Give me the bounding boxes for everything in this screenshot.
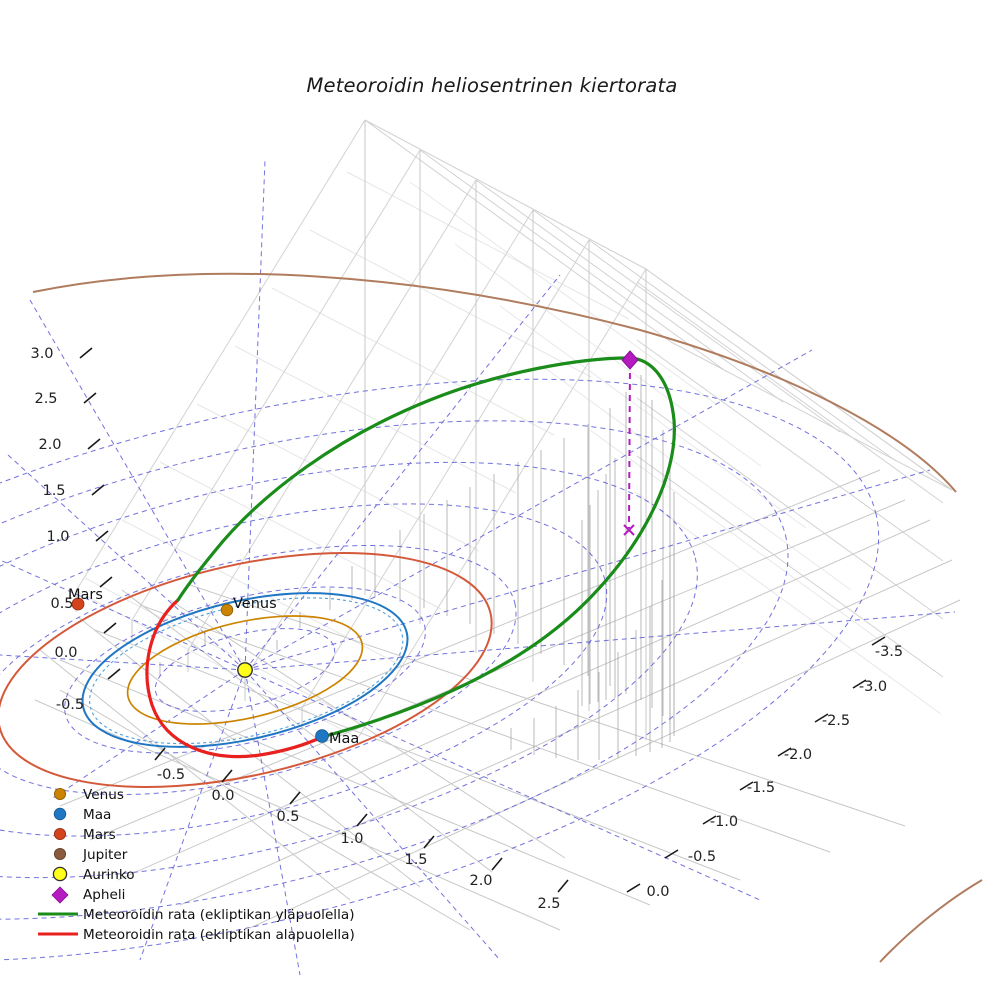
rtick-2: -2.5 bbox=[822, 713, 850, 729]
rtick-7: 0.0 bbox=[646, 884, 669, 900]
apheli-foot-x-icon bbox=[623, 524, 635, 536]
ytick-1: 2.5 bbox=[34, 391, 57, 407]
legend-venus-icon bbox=[54, 788, 67, 801]
apheli-dropline bbox=[628, 361, 631, 529]
apheli-group[interactable] bbox=[621, 350, 639, 536]
legend-jupiter-label: Jupiter bbox=[82, 847, 128, 863]
mars-marker[interactable] bbox=[71, 597, 85, 611]
rtick-0: -3.5 bbox=[875, 644, 903, 660]
floor-grid bbox=[34, 469, 961, 931]
axis-ticks bbox=[79, 347, 886, 893]
ytick-6: 0.0 bbox=[54, 645, 77, 661]
rtick-6: -0.5 bbox=[688, 849, 716, 865]
legend-orbit-below-label: Meteoroidin rata (ekliptikan alapuolella… bbox=[83, 927, 355, 943]
ytick-3: 1.5 bbox=[42, 483, 65, 499]
venus-marker[interactable] bbox=[220, 603, 234, 617]
xtick-2: 0.5 bbox=[276, 809, 299, 825]
jupiter-orbit-tail bbox=[879, 879, 983, 963]
legend-maa-label: Maa bbox=[83, 807, 111, 823]
mars-label: Mars bbox=[68, 587, 103, 603]
page-title: Meteoroidin heliosentrinen kiertorata bbox=[306, 74, 678, 97]
rtick-3: -2.0 bbox=[784, 747, 812, 763]
xtick-5: 2.0 bbox=[469, 873, 492, 889]
orbit-droplines bbox=[159, 375, 675, 760]
rtick-5: -1.0 bbox=[710, 814, 738, 830]
apheli-marker[interactable] bbox=[621, 350, 639, 370]
legend-apheli-icon bbox=[51, 886, 69, 904]
venus-orbit bbox=[126, 615, 364, 725]
meteoroid-orbit-below bbox=[145, 598, 324, 759]
xtick-4: 1.5 bbox=[404, 852, 427, 868]
venus-label: Venus bbox=[233, 596, 277, 612]
maa-label: Maa bbox=[329, 731, 359, 747]
ytick-7: -0.5 bbox=[56, 697, 84, 713]
legend-box: Venus Maa Mars Jupiter Aurinko Apheli Me… bbox=[38, 787, 355, 943]
bottom-front-axis-labels: -0.5 0.0 0.5 1.0 1.5 2.0 2.5 bbox=[157, 767, 561, 912]
xtick-1: 0.0 bbox=[211, 788, 234, 804]
pane-vertical-edges bbox=[75, 120, 647, 740]
aurinko-marker[interactable] bbox=[237, 662, 253, 678]
legend-jupiter-icon bbox=[54, 848, 67, 861]
legend-aurinko-label: Aurinko bbox=[83, 867, 135, 883]
legend-venus-label: Venus bbox=[83, 787, 124, 803]
rtick-1: -3.0 bbox=[859, 679, 887, 695]
xtick-6: 2.5 bbox=[537, 896, 560, 912]
legend-maa-icon bbox=[53, 807, 67, 821]
ytick-0: 3.0 bbox=[30, 346, 53, 362]
xtick-0: -0.5 bbox=[157, 767, 185, 783]
legend-apheli-label: Apheli bbox=[83, 887, 125, 903]
legend-mars-label: Mars bbox=[83, 827, 116, 843]
maa-marker[interactable] bbox=[315, 729, 329, 743]
polar-grid bbox=[0, 159, 956, 976]
pane-grid-right bbox=[364, 119, 953, 715]
xtick-3: 1.0 bbox=[340, 831, 363, 847]
left-depth-axis-labels: 3.0 2.5 2.0 1.5 1.0 0.5 0.0 -0.5 bbox=[30, 346, 84, 713]
jupiter-orbit bbox=[32, 272, 957, 493]
mars-orbit bbox=[0, 552, 493, 788]
legend-aurinko-icon bbox=[52, 866, 68, 882]
rtick-4: -1.5 bbox=[747, 780, 775, 796]
legend-orbit-above-label: Meteoroidin rata (ekliptikan yläpuolella… bbox=[83, 907, 355, 923]
pane-grid-back bbox=[75, 119, 647, 739]
ytick-4: 1.0 bbox=[46, 529, 69, 545]
ytick-2: 2.0 bbox=[38, 437, 61, 453]
ytick-5: 0.5 bbox=[50, 596, 73, 612]
bottom-right-axis-labels: -3.5 -3.0 -2.5 -2.0 -1.5 -1.0 -0.5 0.0 bbox=[646, 644, 903, 900]
maa-orbit bbox=[81, 592, 409, 748]
meteoroid-orbit-above bbox=[176, 356, 676, 739]
legend-mars-icon bbox=[54, 828, 67, 841]
